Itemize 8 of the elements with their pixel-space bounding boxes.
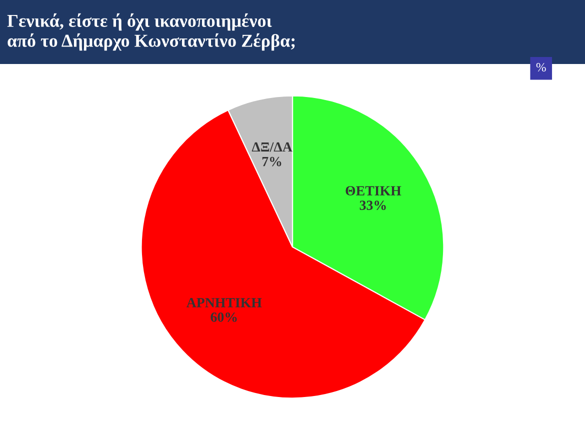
slice-label: ΘΕΤΙΚΗ: [346, 186, 402, 196]
text: %: [536, 63, 546, 72]
chart-title: Γενικά, είστε ή όχι ικανοποιημένοι από το Δήμαρχο Κωνσταντίνο Ζέρβα;: [7, 13, 295, 51]
data-label: 60%: [210, 312, 237, 322]
data-label: 33%: [360, 200, 386, 210]
data-label: 7%: [262, 156, 282, 166]
slice-label: ΑΡΝΗΤΙΚΗ: [186, 298, 262, 308]
slice-label: ΔΞ/ΔΑ: [252, 142, 292, 152]
